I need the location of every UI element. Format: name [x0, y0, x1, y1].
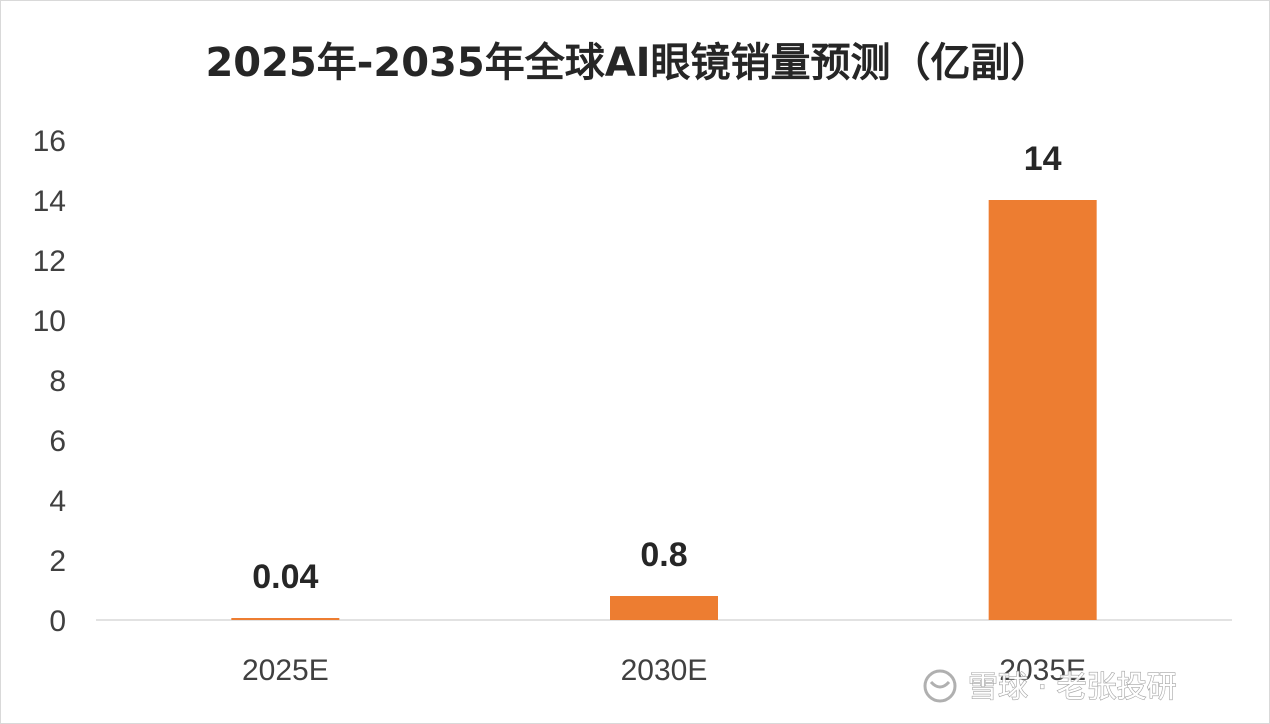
bars [231, 200, 1097, 620]
bar-2030E [610, 596, 718, 620]
watermark: 雪球 · 老张投研 [923, 669, 1177, 706]
y-axis: 0 2 4 6 8 10 12 14 16 [33, 125, 66, 638]
data-label-2030E: 0.8 [640, 536, 687, 574]
data-label-2035E: 14 [1024, 140, 1062, 178]
y-tick-label: 14 [33, 185, 66, 218]
y-tick-label: 2 [49, 545, 66, 578]
chart-title: 2025年-2035年全球AI眼镜销量预测（亿副） [205, 40, 1050, 86]
bar-2025E [231, 618, 340, 620]
y-tick-label: 8 [49, 365, 66, 398]
y-tick-label: 0 [49, 605, 66, 638]
y-tick-label: 16 [33, 125, 66, 158]
y-tick-label: 4 [49, 485, 66, 518]
y-tick-label: 10 [33, 305, 66, 338]
x-axis: 2025E 2030E 2035E [242, 654, 1086, 687]
bar-2035E [988, 200, 1097, 620]
watermark-text: 雪球 · 老张投研 [968, 670, 1177, 705]
snowball-logo-icon [923, 669, 957, 703]
y-tick-label: 12 [33, 245, 66, 278]
x-tick-label: 2025E [242, 654, 329, 687]
data-labels: 0.04 0.8 14 [252, 140, 1061, 596]
y-tick-label: 6 [49, 425, 66, 458]
data-label-2025E: 0.04 [252, 558, 318, 596]
x-tick-label: 2035E [999, 654, 1086, 687]
x-tick-label: 2030E [621, 654, 708, 687]
